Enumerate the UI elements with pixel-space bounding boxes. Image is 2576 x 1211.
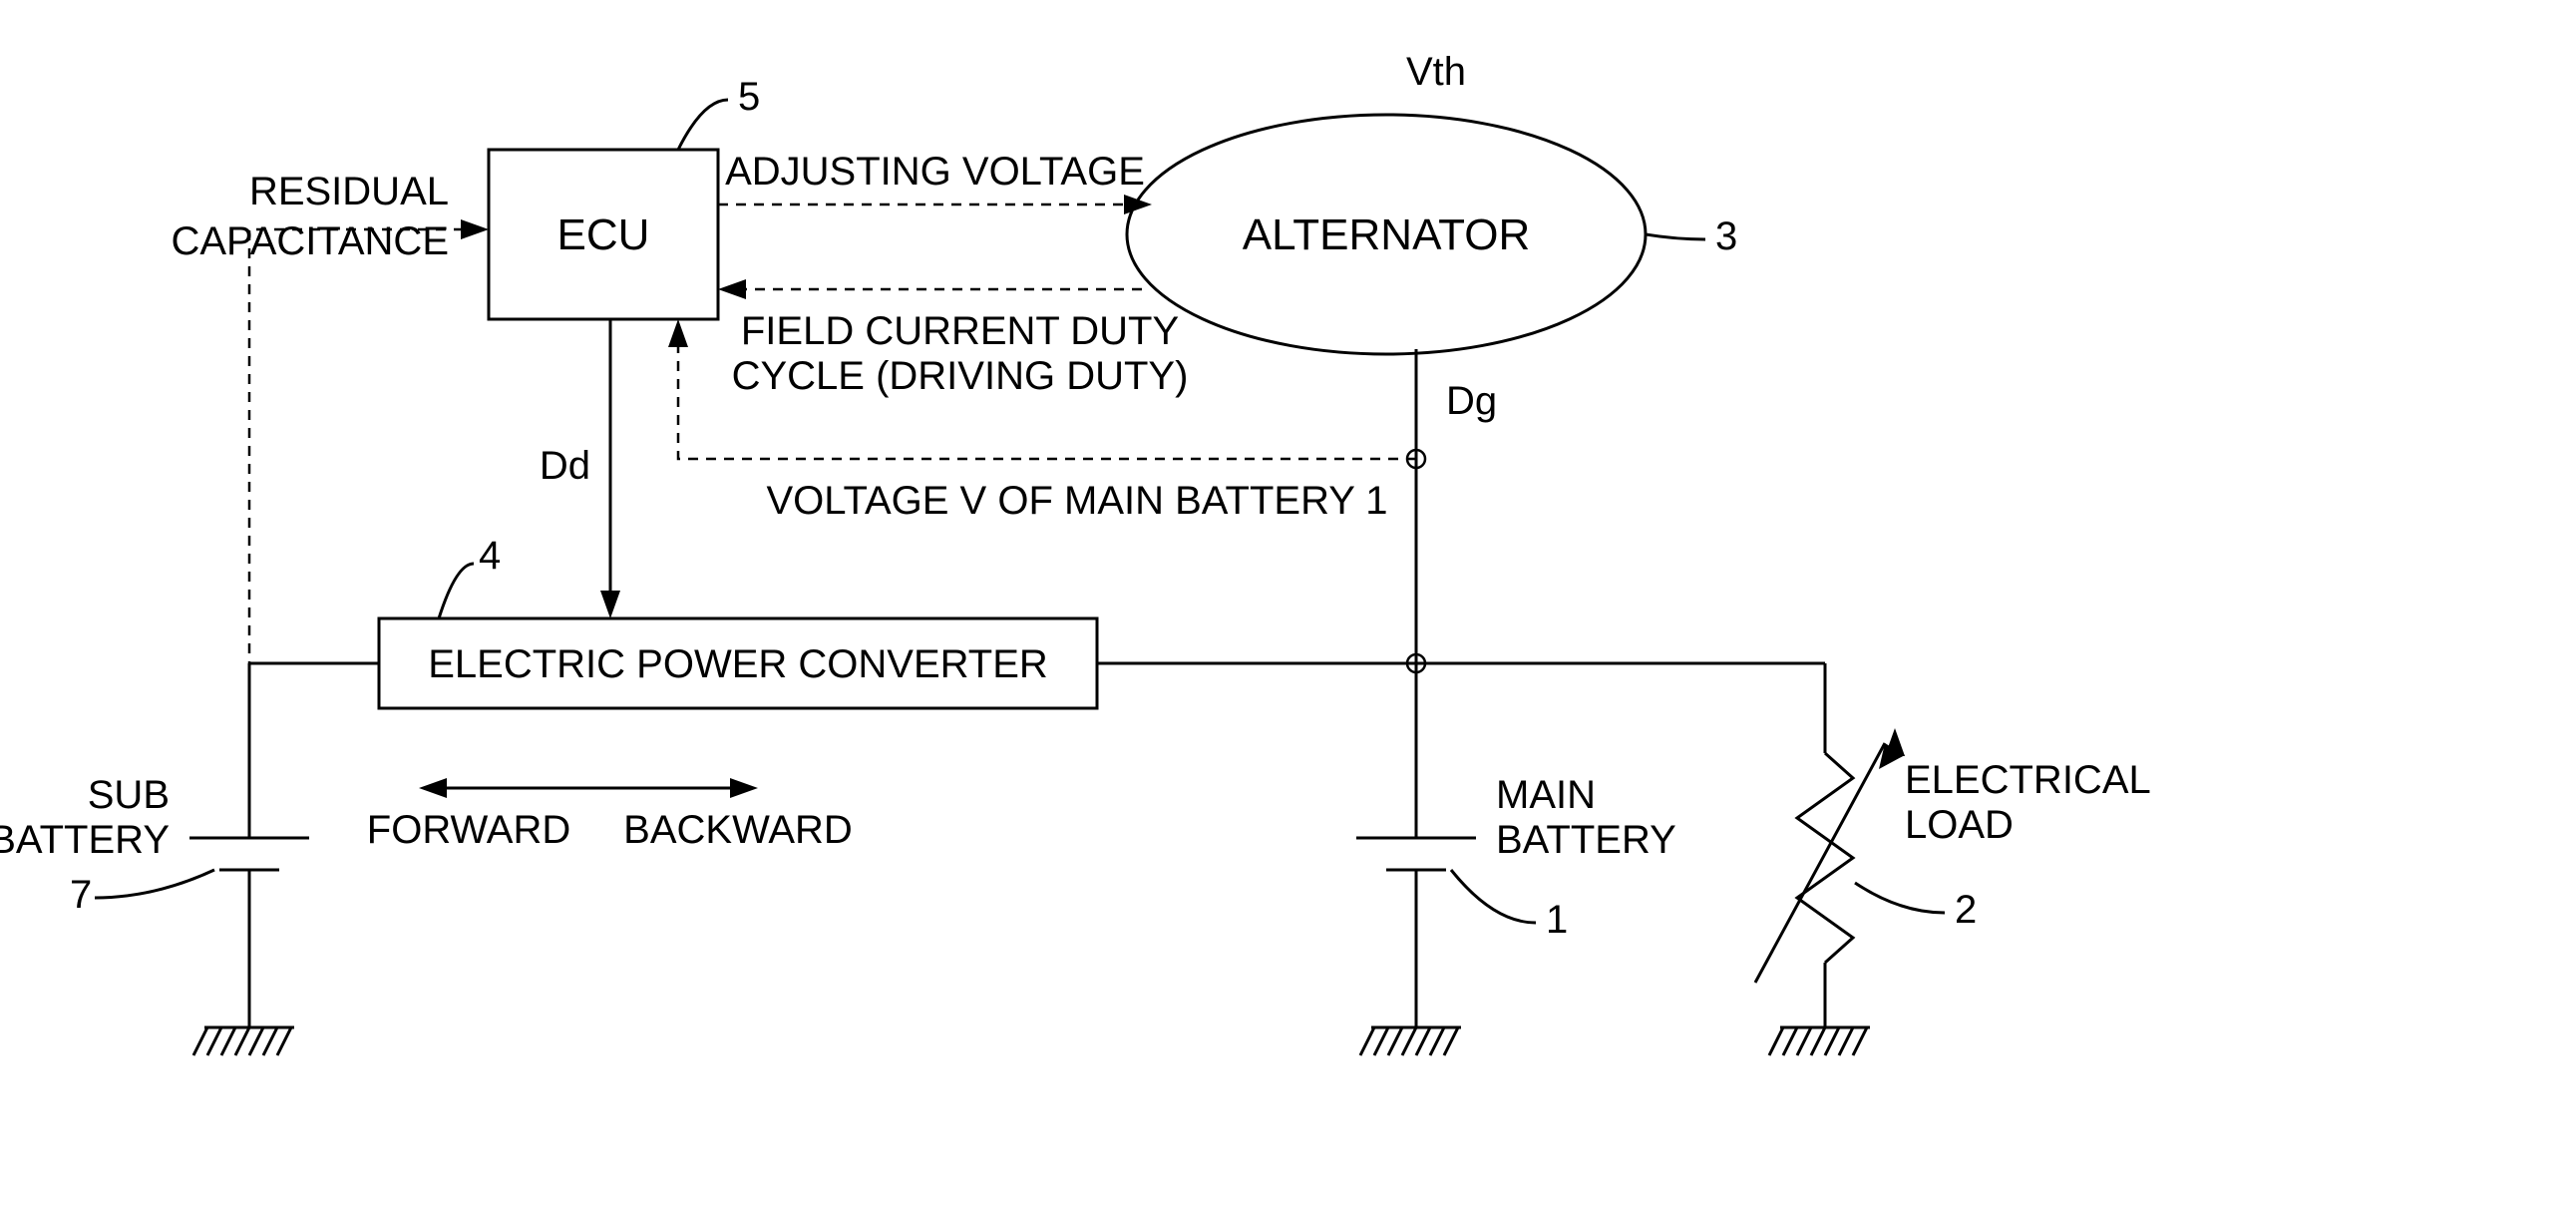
wire [1402, 1027, 1416, 1055]
wire [1797, 1027, 1811, 1055]
wire [277, 1027, 291, 1055]
adjusting-voltage-label: ADJUSTING VOLTAGE [725, 150, 1145, 194]
wire [1783, 1027, 1797, 1055]
ref-4: 4 [479, 534, 501, 578]
field-duty-l2: CYCLE (DRIVING DUTY) [732, 354, 1189, 398]
ref-3: 3 [1715, 214, 1737, 258]
load-l1: ELECTRICAL [1905, 758, 2151, 802]
residual-l1: RESIDUAL [249, 170, 449, 213]
wire [1360, 1027, 1374, 1055]
ref-7: 7 [70, 873, 92, 917]
sub-batt-l2: BATTERY [0, 818, 170, 862]
field-duty-l1: FIELD CURRENT DUTY [741, 309, 1179, 353]
wire [221, 1027, 235, 1055]
ref-5: 5 [738, 75, 760, 119]
alternator-label: ALTERNATOR [1243, 210, 1531, 259]
wire [207, 1027, 221, 1055]
wire [1416, 1027, 1430, 1055]
leader [95, 870, 214, 898]
load-var-arrow [1755, 743, 1885, 983]
leader [1451, 870, 1536, 923]
vmain-label: VOLTAGE V OF MAIN BATTERY 1 [766, 479, 1387, 523]
residual-l2: CAPACITANCE [171, 219, 449, 263]
ref-1: 1 [1546, 898, 1568, 942]
arrowhead [600, 591, 620, 618]
ref-2: 2 [1955, 888, 1977, 932]
dd-label: Dd [540, 444, 590, 488]
backward-label: BACKWARD [623, 808, 853, 852]
wire [1388, 1027, 1402, 1055]
wire [1811, 1027, 1825, 1055]
arrowhead [730, 778, 758, 798]
vth-label: Vth [1406, 50, 1466, 94]
sub-batt-l1: SUB [88, 773, 170, 817]
leader [1855, 883, 1945, 913]
wire [1769, 1027, 1783, 1055]
main-batt-l2: BATTERY [1496, 818, 1676, 862]
wire [263, 1027, 277, 1055]
wire [1825, 1027, 1839, 1055]
dg-label: Dg [1446, 379, 1497, 423]
leader [1646, 234, 1705, 239]
wire [1374, 1027, 1388, 1055]
leader [678, 100, 728, 150]
arrowhead [419, 778, 447, 798]
epc-label: ELECTRIC POWER CONVERTER [428, 642, 1048, 686]
wire [193, 1027, 207, 1055]
forward-label: FORWARD [367, 808, 570, 852]
arrowhead [668, 319, 688, 347]
wire [1853, 1027, 1867, 1055]
arrowhead [461, 219, 489, 239]
load-zigzag [1797, 753, 1853, 963]
residual-line [249, 229, 469, 833]
wire [235, 1027, 249, 1055]
wire [1430, 1027, 1444, 1055]
ecu-label: ECU [557, 210, 650, 259]
arrowhead [718, 279, 746, 299]
wire [249, 1027, 263, 1055]
main-batt-l1: MAIN [1496, 773, 1596, 817]
wire [1839, 1027, 1853, 1055]
leader [439, 564, 474, 618]
load-l2: LOAD [1905, 803, 2014, 847]
wire [1444, 1027, 1458, 1055]
